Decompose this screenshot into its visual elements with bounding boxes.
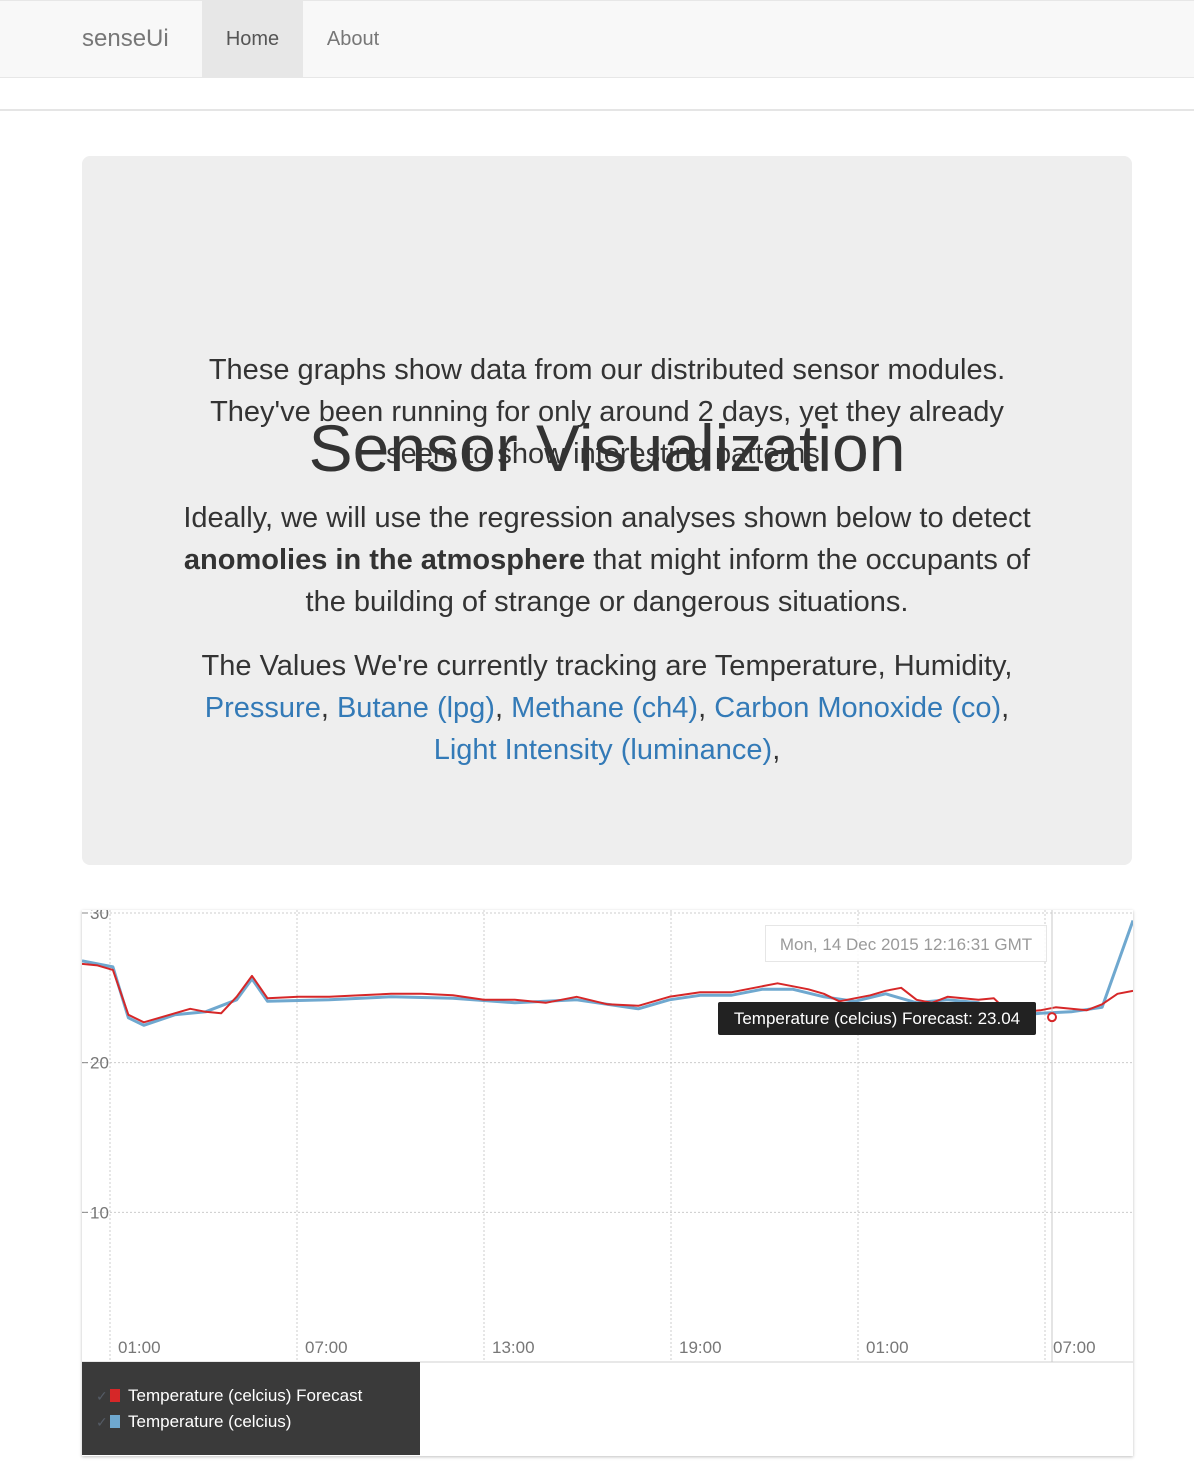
link-pressure[interactable]: Pressure <box>204 692 321 724</box>
checkmark-icon[interactable]: ✓ <box>96 1388 108 1404</box>
legend-swatch-temperature <box>110 1415 120 1428</box>
intro-paragraph: These graphs show data from our distribu… <box>208 354 1006 470</box>
link-light-intensity[interactable]: Light Intensity (luminance) <box>433 734 773 766</box>
x-tick-label: 01:00 <box>866 1338 909 1357</box>
regression-text-start: Ideally, we will use the regression anal… <box>183 502 1031 534</box>
brand-link[interactable]: senseUi <box>82 25 169 52</box>
emphasis-text: anomolies in the atmosphere <box>183 544 586 576</box>
hover-point <box>1047 1012 1057 1023</box>
separator: , <box>1001 692 1010 724</box>
x-tick-label: 01:00 <box>118 1338 161 1357</box>
legend-label-forecast: Temperature (celcius) Forecast <box>128 1386 363 1405</box>
page-title: Sensor Visualization <box>308 411 906 485</box>
chart-plot[interactable]: 10 20 30 01:00 07:00 13:00 19:00 01:00 07:00 <box>82 910 1133 1456</box>
x-tick-label: 13:00 <box>492 1338 535 1357</box>
link-butane[interactable]: Butane (lpg) <box>336 692 495 724</box>
checkmark-icon[interactable]: ✓ <box>96 1414 108 1430</box>
legend-item-temperature[interactable]: ✓ Temperature (celcius) <box>96 1411 291 1433</box>
header-divider <box>0 109 1194 111</box>
separator: , <box>698 692 715 724</box>
temperature-chart[interactable]: 10 20 30 01:00 07:00 13:00 19:00 01:00 07:00 Mon… <box>82 910 1133 1456</box>
regression-text-end: that might inform the occupants of the b… <box>305 544 1031 618</box>
navbar: senseUi Home About <box>0 0 1194 78</box>
x-tick-label: 07:00 <box>1053 1338 1096 1357</box>
tracking-paragraph: The Values We're currently tracking are … <box>172 645 1042 771</box>
trailing-comma: , <box>772 734 781 766</box>
nav-about[interactable]: About <box>326 28 380 50</box>
hover-value-label: Temperature (celcius) Forecast: 23.04 <box>718 1002 1036 1035</box>
chart-legend: ✓ Temperature (celcius) Forecast ✓ Tempera… <box>82 1362 420 1455</box>
regression-paragraph: Ideally, we will use the regression anal… <box>172 497 1042 623</box>
hover-time-label: Mon, 14 Dec 2015 12:16:31 GMT <box>765 925 1047 962</box>
x-tick-label: 19:00 <box>679 1338 722 1357</box>
tracking-intro: The Values We're currently tracking are … <box>201 650 1013 682</box>
x-tick-label: 07:00 <box>305 1338 348 1357</box>
separator: , <box>320 692 337 724</box>
jumbotron: Sensor Visualization These graphs show d… <box>82 156 1132 865</box>
series-line-forecast <box>82 962 1133 1024</box>
legend-swatch-forecast <box>110 1389 120 1402</box>
legend-label-temperature: Temperature (celcius) <box>128 1412 292 1431</box>
nav-home[interactable]: Home <box>202 1 303 77</box>
separator: , <box>494 692 512 724</box>
y-tick-label: 20 <box>90 1054 109 1073</box>
legend-item-forecast[interactable]: ✓ Temperature (celcius) Forecast <box>96 1385 362 1407</box>
link-methane[interactable]: Methane (ch4) <box>511 692 699 724</box>
y-tick-label: 30 <box>90 910 109 923</box>
link-carbon-monoxide[interactable]: Carbon Monoxide (co) <box>714 692 1002 724</box>
y-tick-label: 10 <box>90 1203 109 1222</box>
